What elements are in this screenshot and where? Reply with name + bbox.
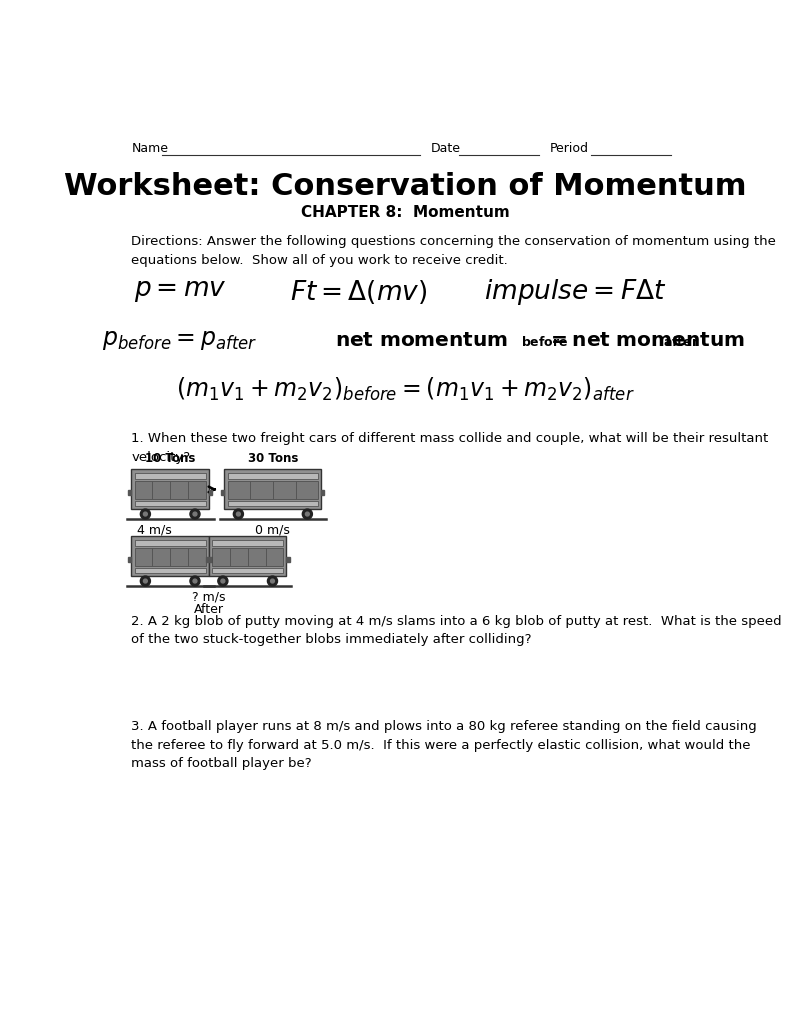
Text: 4 m/s: 4 m/s xyxy=(138,523,172,537)
Bar xyxy=(134,501,206,506)
Circle shape xyxy=(190,577,200,586)
Bar xyxy=(134,548,206,566)
Bar xyxy=(212,541,283,546)
Bar xyxy=(321,490,324,495)
Text: 30 Tons: 30 Tons xyxy=(248,452,298,465)
Bar xyxy=(209,557,212,562)
Text: 1. When these two freight cars of different mass collide and couple, what will b: 1. When these two freight cars of differ… xyxy=(131,432,769,464)
Text: After: After xyxy=(194,602,224,615)
Circle shape xyxy=(305,512,309,516)
Text: ? m/s: ? m/s xyxy=(192,590,225,603)
Circle shape xyxy=(271,580,274,583)
Bar xyxy=(131,537,209,577)
Circle shape xyxy=(143,512,147,516)
Text: 2. A 2 kg blob of putty moving at 4 m/s slams into a 6 kg blob of putty at rest.: 2. A 2 kg blob of putty moving at 4 m/s … xyxy=(131,614,782,646)
Circle shape xyxy=(140,509,150,519)
Circle shape xyxy=(193,512,197,516)
Text: 0 m/s: 0 m/s xyxy=(255,523,290,537)
Circle shape xyxy=(218,577,228,586)
Bar xyxy=(212,548,283,566)
Bar xyxy=(209,490,212,495)
Bar xyxy=(228,473,318,479)
Circle shape xyxy=(190,509,200,519)
Text: Date: Date xyxy=(430,142,460,156)
Text: $\bf{= net\ momentum}$: $\bf{= net\ momentum}$ xyxy=(547,331,744,349)
Circle shape xyxy=(267,577,278,586)
Circle shape xyxy=(221,580,225,583)
Bar xyxy=(131,469,209,509)
Bar xyxy=(212,567,283,573)
Text: 3. A football player runs at 8 m/s and plows into a 80 kg referee standing on th: 3. A football player runs at 8 m/s and p… xyxy=(131,721,757,770)
Text: Directions: Answer the following questions concerning the conservation of moment: Directions: Answer the following questio… xyxy=(131,236,776,267)
Circle shape xyxy=(302,509,312,519)
Circle shape xyxy=(140,577,150,586)
Bar xyxy=(209,537,286,577)
Text: Worksheet: Conservation of Momentum: Worksheet: Conservation of Momentum xyxy=(64,171,747,201)
Bar xyxy=(206,557,209,562)
Bar xyxy=(228,501,318,506)
Text: $p_{before} = p_{after}$: $p_{before} = p_{after}$ xyxy=(103,329,258,351)
Circle shape xyxy=(233,509,244,519)
Bar xyxy=(134,541,206,546)
Bar xyxy=(128,490,131,495)
Bar xyxy=(134,473,206,479)
Circle shape xyxy=(237,512,240,516)
Text: $p = mv$: $p = mv$ xyxy=(134,279,227,304)
Text: $\bf{after}$: $\bf{after}$ xyxy=(663,335,699,349)
Bar xyxy=(228,480,318,499)
Bar xyxy=(128,557,131,562)
Circle shape xyxy=(143,580,147,583)
Text: $Ft = \Delta(mv)$: $Ft = \Delta(mv)$ xyxy=(290,278,427,305)
Text: $\bf{before}$: $\bf{before}$ xyxy=(521,335,569,349)
Text: $\bf{net\ momentum}$: $\bf{net\ momentum}$ xyxy=(335,331,509,349)
Text: 10 Tons: 10 Tons xyxy=(145,452,195,465)
Text: $impulse = F\Delta t$: $impulse = F\Delta t$ xyxy=(484,276,667,306)
Text: Before: Before xyxy=(199,536,240,549)
Text: $(m_1v_1 + m_2v_2)_{before} = (m_1v_1 + m_2v_2)_{after}$: $(m_1v_1 + m_2v_2)_{before} = (m_1v_1 + … xyxy=(176,376,634,402)
Bar xyxy=(286,557,290,562)
Circle shape xyxy=(193,580,197,583)
Bar xyxy=(134,567,206,573)
Bar xyxy=(221,490,225,495)
Text: Name: Name xyxy=(131,142,168,156)
Bar xyxy=(134,480,206,499)
Text: Period: Period xyxy=(550,142,589,156)
Text: CHAPTER 8:  Momentum: CHAPTER 8: Momentum xyxy=(301,205,509,220)
Bar xyxy=(225,469,321,509)
